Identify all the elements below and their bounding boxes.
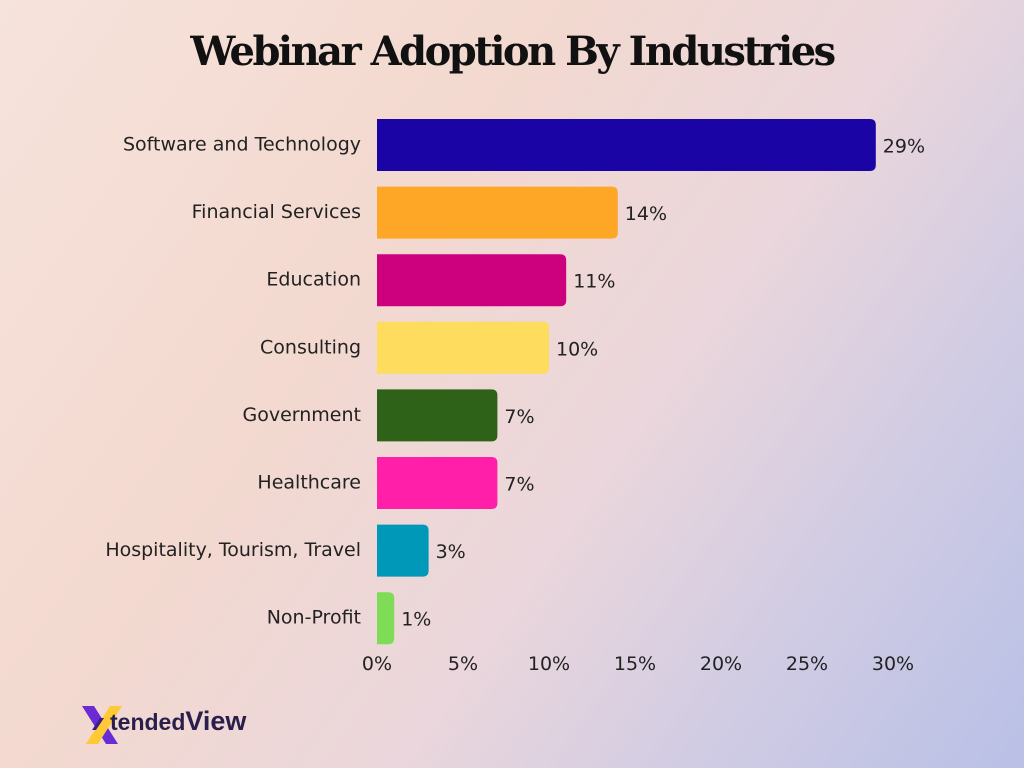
bar-6	[377, 524, 429, 577]
category-label-0: Software and Technology	[123, 134, 361, 156]
x-tick-label-1: 5%	[448, 653, 478, 675]
bar-0	[377, 119, 876, 171]
value-label-0: 29%	[883, 136, 925, 158]
category-label-6: Hospitality, Tourism, Travel	[105, 539, 361, 561]
category-label-4: Government	[243, 404, 362, 426]
category-label-3: Consulting	[260, 336, 361, 358]
bar-4	[377, 389, 498, 442]
bar-1	[377, 186, 618, 239]
category-label-7: Non-Profit	[267, 607, 361, 629]
x-tick-label-0: 0%	[362, 653, 392, 675]
bar-2	[377, 254, 567, 307]
x-tick-label-5: 25%	[786, 653, 828, 675]
value-label-2: 11%	[573, 271, 615, 293]
category-label-1: Financial Services	[192, 201, 361, 223]
x-logo-icon	[82, 706, 122, 744]
logo-text-view: View	[185, 706, 247, 736]
bar-5	[377, 457, 498, 509]
x-tick-label-6: 30%	[872, 653, 914, 675]
category-label-2: Education	[266, 269, 361, 291]
xtendedview-logo: tendedView	[80, 700, 270, 748]
value-label-3: 10%	[556, 338, 598, 360]
logo-text-tended: tended	[110, 709, 186, 735]
bar-chart: Software and Technology 29% Financial Serv…	[105, 119, 925, 675]
value-label-5: 7%	[504, 474, 534, 496]
logo-wordmark: tendedView	[110, 706, 246, 737]
x-tick-label-2: 10%	[528, 653, 570, 675]
value-label-4: 7%	[504, 406, 534, 428]
x-tick-label-3: 15%	[614, 653, 656, 675]
chart-title: Webinar Adoption By Industries	[190, 28, 836, 75]
value-label-6: 3%	[436, 541, 466, 563]
category-label-5: Healthcare	[257, 472, 361, 494]
value-label-1: 14%	[625, 203, 667, 225]
x-tick-label-4: 20%	[700, 653, 742, 675]
bar-3	[377, 321, 549, 374]
value-label-7: 1%	[401, 609, 431, 631]
bar-7	[377, 592, 395, 645]
